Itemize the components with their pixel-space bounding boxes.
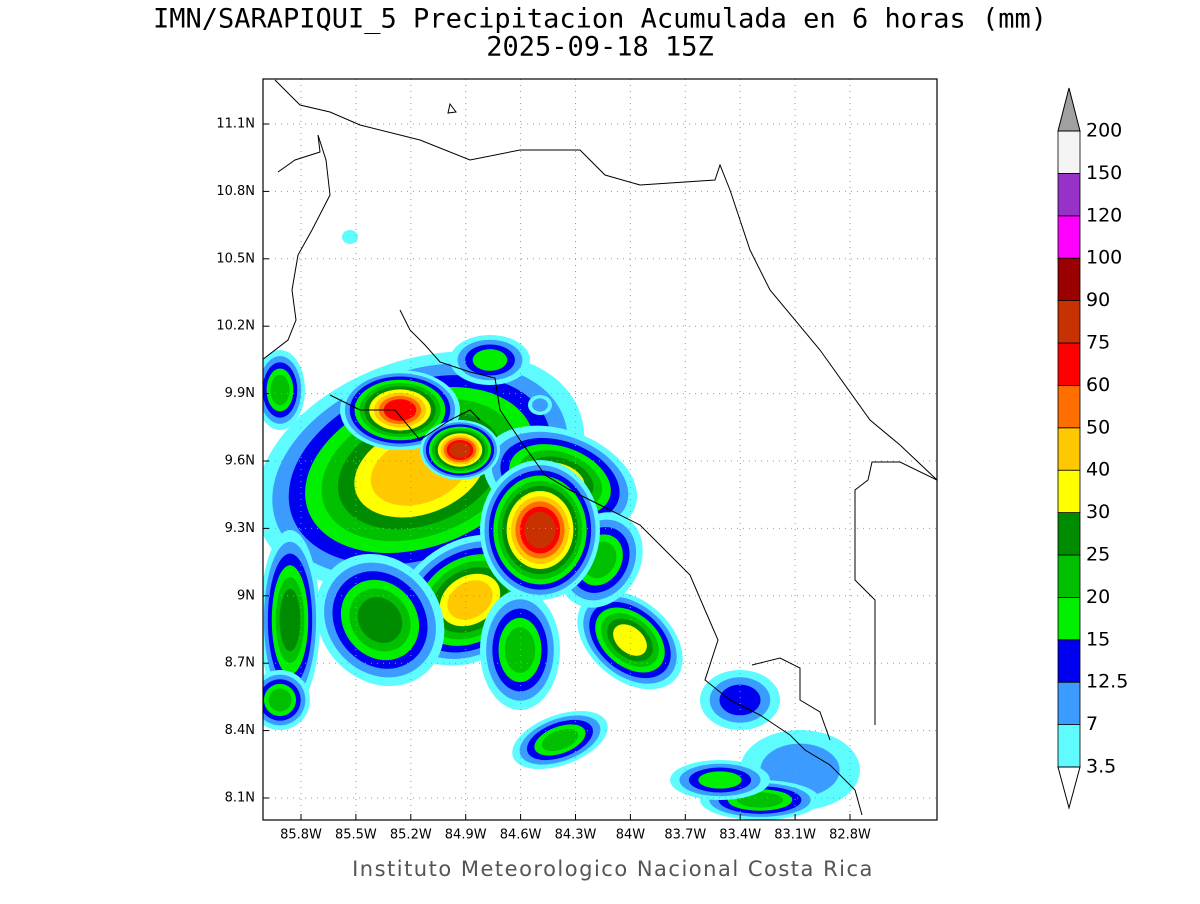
lat-label: 9.9N xyxy=(225,386,255,401)
colorbar-label: 50 xyxy=(1086,416,1110,438)
rain-contour xyxy=(357,597,403,643)
lat-label: 10.8N xyxy=(216,184,255,199)
rain-contour xyxy=(383,399,417,421)
colorbar-swatch xyxy=(1057,257,1081,302)
lon-label: 83.7W xyxy=(664,828,706,843)
nicoya-coast xyxy=(263,134,331,360)
lon-label: 83.1W xyxy=(774,828,816,843)
colorbar-label: 25 xyxy=(1086,544,1110,566)
rain-contour xyxy=(270,374,290,406)
colorbar-under xyxy=(1057,766,1081,810)
colorbar-swatch xyxy=(1057,597,1081,641)
colorbar-label: 60 xyxy=(1086,374,1110,396)
colorbar-label: 40 xyxy=(1086,459,1110,481)
colorbar-swatch xyxy=(1057,427,1081,471)
rain-contour xyxy=(541,728,579,752)
subtitle: 2025-09-18 15Z xyxy=(486,32,714,63)
lat-label: 8.1N xyxy=(225,791,255,806)
colorbar-label: 7 xyxy=(1086,713,1098,735)
rain-contour xyxy=(524,511,556,549)
colorbar-swatch xyxy=(1057,342,1081,386)
lat-label: 10.5N xyxy=(216,251,255,266)
osa-coast xyxy=(751,657,831,741)
rain-contour xyxy=(532,398,548,412)
lat-label: 8.4N xyxy=(225,723,255,738)
colorbar-label: 150 xyxy=(1086,162,1122,184)
rain-contour xyxy=(268,688,292,712)
panama-border xyxy=(854,461,937,725)
rain-contour xyxy=(613,624,647,656)
lon-label: 83.4W xyxy=(719,828,761,843)
map-frame xyxy=(262,78,938,821)
colorbar-label: 3.5 xyxy=(1086,756,1116,778)
island xyxy=(447,102,457,114)
title: IMN/SARAPIQUI_5 Precipitacion Acumulada … xyxy=(153,4,1047,35)
graticule: 11.1N 10.8N 10.5N 10.2N 9.9N 9.6N 9.3N 9N 8.7N 8.… xyxy=(216,79,937,843)
lon-label: 85.8W xyxy=(280,828,322,843)
rain-contour xyxy=(447,580,493,620)
rain-contour xyxy=(279,588,301,652)
colorbar-label: 120 xyxy=(1086,204,1122,226)
lat-label: 9N xyxy=(237,588,255,603)
colorbar-swatch xyxy=(1057,215,1081,259)
lon-label: 84.6W xyxy=(500,828,542,843)
colorbar-swatch xyxy=(1057,639,1081,683)
colorbar-label: 90 xyxy=(1086,289,1110,311)
precipitation-field xyxy=(263,230,860,820)
rain-contour xyxy=(342,230,358,244)
lat-label: 10.2N xyxy=(216,319,255,334)
colorbar-swatch xyxy=(1057,681,1081,726)
lat-label: 9.3N xyxy=(225,521,255,536)
colorbar-label: 200 xyxy=(1086,120,1122,142)
colorbar-label: 75 xyxy=(1086,332,1110,354)
lon-label: 85.2W xyxy=(390,828,432,843)
colorbar-swatch xyxy=(1057,300,1081,344)
colorbar-swatch xyxy=(1057,384,1081,429)
rain-contour xyxy=(719,684,761,716)
colorbar-swatch xyxy=(1057,724,1081,768)
lat-label: 11.1N xyxy=(216,117,255,132)
colorbar-swatch xyxy=(1057,172,1081,217)
colorbar: 3.5 7 12.5 15 20 25 30 40 50 60 75 90 100 120 150 200 xyxy=(1057,87,1128,810)
caribbean-coast xyxy=(274,79,937,481)
colorbar-label: 12.5 xyxy=(1086,671,1128,693)
colorbar-label: 20 xyxy=(1086,586,1110,608)
lon-label: 84.9W xyxy=(445,828,487,843)
colorbar-label: 30 xyxy=(1086,501,1110,523)
gulf-coast xyxy=(329,394,481,441)
colorbar-label: 15 xyxy=(1086,628,1110,650)
lon-label: 85.5W xyxy=(335,828,377,843)
lon-label: 82.8W xyxy=(829,828,871,843)
rain-contour xyxy=(698,771,742,789)
colorbar-swatch xyxy=(1057,554,1081,598)
rain-contour xyxy=(472,349,508,371)
lon-label: 84W xyxy=(616,828,646,843)
rain-contour xyxy=(449,442,471,458)
coastlines xyxy=(263,79,937,816)
lon-label: 84.3W xyxy=(555,828,597,843)
colorbar-label: 100 xyxy=(1086,247,1122,269)
colorbar-over xyxy=(1057,87,1081,132)
rain-contour xyxy=(504,627,536,673)
colorbar-swatch xyxy=(1057,469,1081,514)
lat-label: 8.7N xyxy=(225,656,255,671)
pacific-coast xyxy=(399,309,863,816)
colorbar-swatch xyxy=(1057,512,1081,556)
footer: Instituto Meteorologico Nacional Costa R… xyxy=(352,857,874,881)
colorbar-swatch xyxy=(1057,130,1081,174)
lat-label: 9.6N xyxy=(225,454,255,469)
